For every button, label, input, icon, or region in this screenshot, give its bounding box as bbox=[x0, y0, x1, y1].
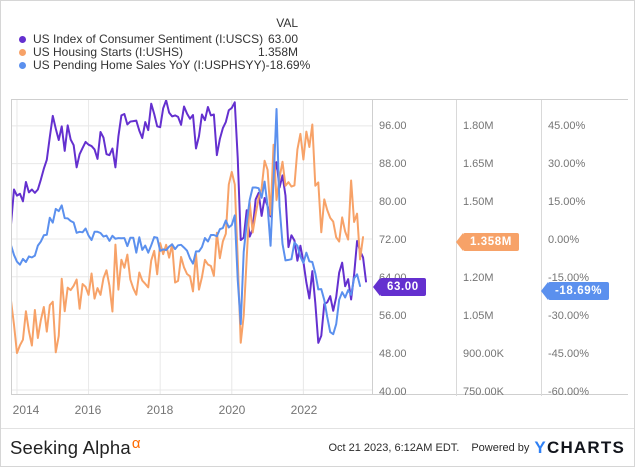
axis-tick-label: 30.00% bbox=[548, 158, 586, 170]
axis-tick-label: 1.50M bbox=[463, 196, 494, 208]
axis-tick-label: -60.00% bbox=[548, 386, 589, 398]
y-axis-I:USPHSYY: 45.00% 30.00% 15.00% 0.00% -15.00% -30.00% -45… bbox=[541, 100, 628, 398]
series-color-dot bbox=[19, 36, 26, 43]
axis-tick-label: 1.20M bbox=[463, 272, 494, 284]
axis-tick-label: 40.00 bbox=[379, 386, 407, 398]
chart-timestamp: Oct 21 2023, 6:12AM EDT. bbox=[328, 442, 460, 454]
axis-tick-label: -45.00% bbox=[548, 348, 589, 360]
legend-row-housing-starts: US Housing Starts (I:USHS) 1.358M bbox=[19, 46, 298, 59]
callout-value: 1.358M bbox=[463, 232, 519, 251]
seeking-alpha-logo[interactable]: Seeking Alphaα bbox=[10, 435, 141, 459]
x-axis-label: 2018 bbox=[146, 403, 174, 417]
axis-tick-label: 45.00% bbox=[548, 120, 586, 132]
legend-row-pending-home-sales: US Pending Home Sales YoY (I:USPHSYY) -1… bbox=[19, 58, 310, 72]
axis-tick-label: 900.00K bbox=[463, 348, 504, 360]
axis-tick-label: 96.00 bbox=[379, 120, 407, 132]
series-label: US Housing Starts (I:USHS) bbox=[33, 45, 184, 59]
callout-value: 63.00 bbox=[380, 277, 426, 296]
callout-arrow-icon bbox=[456, 232, 463, 251]
legend-row-consumer-sentiment: US Index of Consumer Sentiment (I:USCS) … bbox=[19, 33, 298, 46]
axis-tick-label: 56.00 bbox=[379, 310, 407, 322]
series-line-I:USCS bbox=[12, 100, 368, 344]
axis-tick-label: 750.00K bbox=[463, 386, 504, 398]
axis-tick-label: 1.65M bbox=[463, 158, 494, 170]
seeking-alpha-wordmark: Seeking Alpha bbox=[10, 437, 131, 458]
axis-tick-label: 88.00 bbox=[379, 158, 407, 170]
chart-canvas bbox=[12, 100, 372, 394]
series-value: -18.69% bbox=[265, 58, 311, 72]
callout-arrow-icon bbox=[541, 282, 548, 301]
alpha-glyph: α bbox=[131, 435, 141, 452]
axis-tick-label: -15.00% bbox=[548, 272, 589, 284]
footer-right: Oct 21 2023, 6:12AM EDT. Powered by YCHA… bbox=[328, 438, 625, 458]
legend-val-header: VAL bbox=[276, 16, 298, 30]
x-axis-label: 2016 bbox=[74, 403, 102, 417]
value-callout-I:USCS: 63.00 bbox=[373, 277, 426, 296]
axis-tick-label: 15.00% bbox=[548, 196, 586, 208]
legend: VAL US Index of Consumer Sentiment (I:US… bbox=[19, 16, 310, 72]
axis-tick-label: 1.05M bbox=[463, 310, 494, 322]
axis-tick-label: 48.00 bbox=[379, 348, 407, 360]
value-callout-I:USHS: 1.358M bbox=[456, 232, 519, 251]
value-callout-I:USPHSYY: -18.69% bbox=[541, 282, 610, 301]
axis-tick-label: 72.00 bbox=[379, 234, 407, 246]
axis-tick-label: 80.00 bbox=[379, 196, 407, 208]
series-line-I:USHS bbox=[12, 123, 365, 355]
chart-plot-area[interactable] bbox=[11, 99, 373, 395]
ycharts-logo[interactable]: YCHARTS bbox=[534, 438, 625, 458]
axis-tick-label: 1.80M bbox=[463, 120, 494, 132]
x-axis-label: 2014 bbox=[12, 403, 40, 417]
series-line-I:USPHSYY bbox=[12, 107, 362, 336]
series-value: 63.00 bbox=[267, 32, 298, 46]
axis-tick-label: 0.00% bbox=[548, 234, 580, 246]
footer: Seeking Alphaα Oct 21 2023, 6:12AM EDT. … bbox=[1, 428, 634, 466]
powered-by-label: Powered by bbox=[471, 442, 530, 454]
ycharts-logo-charts: CHARTS bbox=[546, 438, 625, 457]
series-color-dot bbox=[19, 49, 26, 56]
ycharts-logo-y: Y bbox=[534, 438, 547, 457]
series-label: US Index of Consumer Sentiment (I:USCS) bbox=[33, 32, 264, 46]
axis-tick-label: -30.00% bbox=[548, 310, 589, 322]
series-color-dot bbox=[19, 62, 26, 69]
x-axis-label: 2020 bbox=[218, 403, 246, 417]
series-label: US Pending Home Sales YoY (I:USPHSYY) bbox=[33, 58, 266, 72]
callout-value: -18.69% bbox=[548, 282, 610, 301]
callout-arrow-icon bbox=[373, 277, 380, 296]
x-axis-label: 2022 bbox=[290, 403, 318, 417]
series-value: 1.358M bbox=[257, 45, 298, 59]
